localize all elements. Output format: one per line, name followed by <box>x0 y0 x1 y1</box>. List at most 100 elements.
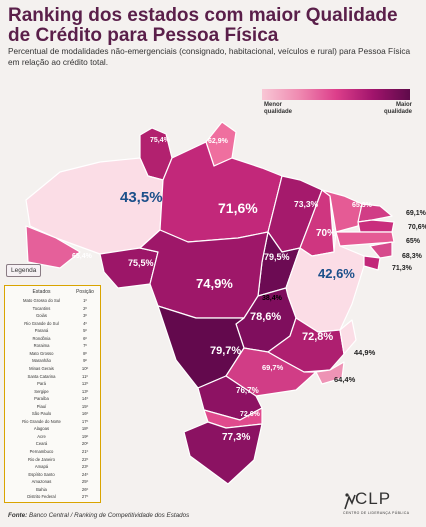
table-row-state: São Paulo <box>31 411 52 417</box>
table-row-state: Distrito Federal <box>27 494 56 500</box>
state-rj <box>315 361 345 385</box>
table-row-state: Santa Catarina <box>27 373 56 379</box>
table-row-state: Roraima <box>33 343 50 349</box>
table-row-state: Paraíba <box>34 396 49 402</box>
table-row-position: 21º <box>81 449 89 454</box>
state-value-mg: 72,8% <box>302 331 333 343</box>
table-row-state: Espírito Santo <box>28 471 55 477</box>
state-value-al: 68,3% <box>402 253 423 260</box>
state-value-sp: 69,7% <box>262 363 284 372</box>
state-es <box>339 319 357 355</box>
table-row-position: 17º <box>81 418 89 424</box>
table-row-position: 27º <box>81 494 89 500</box>
table-row-state: Mato Grosso do Sul <box>22 298 60 303</box>
table-row-position: 12º <box>81 381 89 387</box>
table-header-position: Posição <box>76 289 94 295</box>
legend-high-label: Maior qualidade <box>383 102 412 115</box>
state-value-rs: 77,3% <box>222 432 250 443</box>
table-row-state: Rio Grande do Norte <box>22 418 61 424</box>
table-row-position: 2º <box>83 305 87 311</box>
table-header-state: Estados <box>32 289 51 295</box>
state-rs <box>183 421 263 485</box>
state-rn <box>357 203 393 223</box>
state-value-ba: 42,6% <box>318 266 355 281</box>
table-row-state: Tocantins <box>32 305 51 311</box>
table-row-state: Sergipe <box>34 388 49 394</box>
footer-label: Fonte: <box>8 512 28 519</box>
state-value-se: 71,3% <box>392 265 413 272</box>
table-row-state: Rio Grande do Sul <box>24 320 59 326</box>
state-value-pa: 71,6% <box>218 200 258 216</box>
table-row-state: Alagoas <box>33 426 50 432</box>
state-value-mt: 74,9% <box>196 276 233 291</box>
table-row-state: Pará <box>37 381 46 387</box>
legend-low-label: Menor qualidade <box>264 102 293 115</box>
state-value-ms: 79,7% <box>210 345 241 357</box>
state-pe <box>335 231 395 247</box>
table-row-position: 11º <box>82 373 88 379</box>
state-value-go: 78,6% <box>250 311 281 323</box>
clp-logo-icon <box>344 493 356 510</box>
state-value-pe: 65% <box>406 238 421 245</box>
state-value-am: 43,5% <box>120 189 163 206</box>
footer-text: Banco Central / Ranking de Competitivida… <box>29 512 190 519</box>
state-value-es: 44,9% <box>354 348 376 357</box>
state-ro <box>99 247 159 289</box>
table-row-position: 19º <box>81 433 89 439</box>
table-row-state: Paraná <box>34 328 49 334</box>
color-scale-bar <box>262 89 410 100</box>
table-row-state: Bahia <box>36 486 47 492</box>
table-row-position: 10º <box>81 365 89 371</box>
state-value-ap: 62,9% <box>208 138 229 145</box>
state-ce <box>321 189 363 233</box>
table-row-position: 9º <box>83 358 87 364</box>
table-row-position: 22º <box>81 456 89 462</box>
table-row-position: 14º <box>81 396 89 402</box>
table-row-position: 6º <box>83 335 87 341</box>
state-pb <box>357 219 395 233</box>
page-subtitle: Percentual de modalidades não-emergencia… <box>8 46 411 67</box>
table-row-position: 7º <box>83 343 87 349</box>
table-row-position: 18º <box>81 426 89 432</box>
table-row-position: 8º <box>83 350 87 356</box>
table-row-state: Rio de Janeiro <box>27 456 55 462</box>
table-row-position: 25º <box>81 479 89 485</box>
table-row-state: Acre <box>37 433 46 439</box>
table-row-state: Piauí <box>36 403 47 409</box>
table-row-position: 20º <box>81 441 89 447</box>
state-ac <box>25 225 81 269</box>
state-value-rj: 64,4% <box>334 375 356 384</box>
table-row-state: Minas Gerais <box>29 365 54 371</box>
state-value-ma: 73,3% <box>294 199 319 209</box>
state-value-ro: 75,5% <box>128 258 154 268</box>
table-row-position: 3º <box>83 313 87 319</box>
table-row-position: 1º <box>83 298 87 303</box>
state-value-pr: 76,7% <box>236 386 259 395</box>
state-value-ac: 65,4% <box>72 253 93 260</box>
state-mt <box>139 229 269 319</box>
state-value-pb: 70,6% <box>408 224 426 231</box>
ranking-table: Estados Posição Mato Grosso do Sul 1º Toca… <box>4 285 101 503</box>
table-row-state: Goiás <box>36 313 47 319</box>
table-row-state: Pernambuco <box>29 449 54 454</box>
table-row-position: 26º <box>81 486 89 492</box>
state-value-rr: 75,4% <box>150 137 171 144</box>
table-row-position: 24º <box>81 471 89 477</box>
table-row-state: Rondônia <box>32 335 51 341</box>
legenda-tag: Legenda <box>6 264 42 277</box>
state-value-pi: 70% <box>316 228 336 239</box>
state-se <box>363 255 381 271</box>
footer-source: Fonte: Banco Central / Ranking de Compet… <box>8 512 189 519</box>
table-row-state: Amapá <box>34 464 49 470</box>
state-value-to: 79,5% <box>264 252 290 262</box>
clp-logo-text: CLP <box>355 489 392 508</box>
table-row-state: Maranhão <box>32 358 51 364</box>
page-title: Ranking dos estados com maior Qualidade … <box>8 5 398 46</box>
table-row-position: 13º <box>81 388 89 394</box>
table-row-state: Mato Grosso <box>29 350 54 356</box>
table-row-position: 4º <box>83 320 87 326</box>
table-row-state: Ceará <box>35 441 48 447</box>
table-row-position: 5º <box>83 328 87 334</box>
clp-logo-subtitle: CENTRO DE LIDERANÇA PÚBLICA <box>343 511 410 515</box>
